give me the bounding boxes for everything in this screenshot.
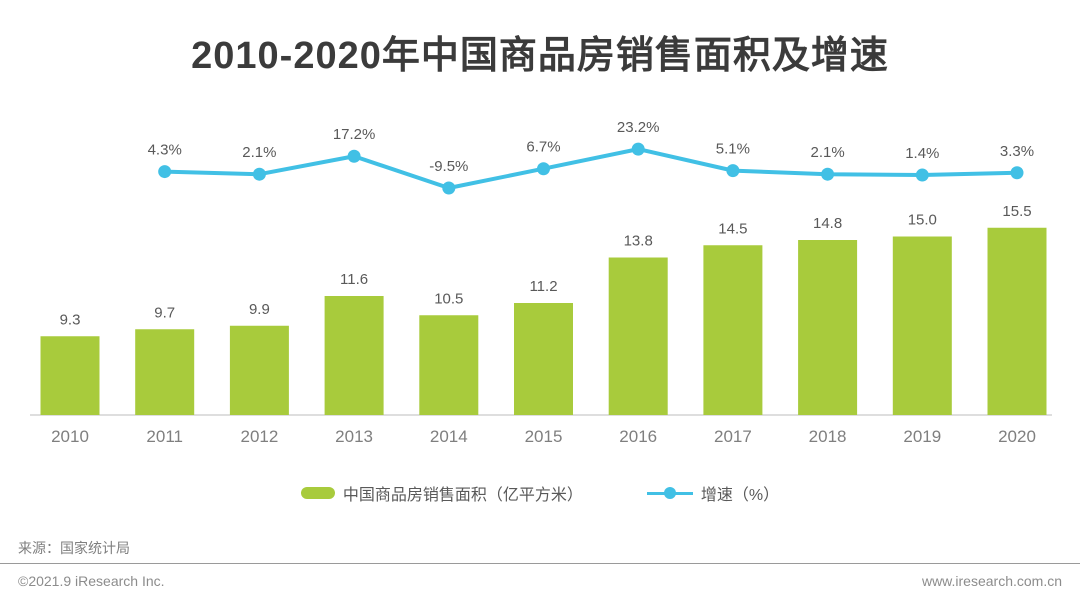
chart-legend: 中国商品房销售面积（亿平方米） 增速（%） [0, 478, 1080, 508]
bar-value-label-2016: 13.8 [624, 233, 653, 250]
x-axis-label-2010: 2010 [51, 427, 89, 446]
bar-value-label-2012: 9.9 [249, 301, 270, 318]
growth-label-2016: 23.2% [617, 119, 660, 136]
bar-2016 [608, 257, 668, 415]
chart-title: 2010-2020年中国商品房销售面积及增速 [191, 35, 889, 77]
bar-2014 [419, 315, 479, 415]
website-link: www.iresearch.com.cn [921, 573, 1062, 589]
bar-value-label-2015: 11.2 [529, 278, 557, 295]
growth-dot-2016 [631, 142, 645, 156]
source-note: 来源：国家统计局 [18, 540, 130, 556]
bar-2020 [987, 227, 1047, 415]
x-axis-label-2013: 2013 [335, 427, 373, 446]
x-axis-label-2017: 2017 [714, 427, 752, 446]
growth-label-2017: 5.1% [716, 141, 750, 158]
growth-label-2013: 17.2% [333, 126, 376, 143]
legend-line-label: 增速（%） [700, 487, 780, 504]
growth-dot-2013 [347, 149, 361, 163]
bar-2011 [135, 329, 195, 415]
bar-value-label-2017: 14.5 [718, 220, 747, 237]
x-axis-label-2014: 2014 [430, 427, 468, 446]
growth-label-2019: 1.4% [905, 145, 939, 162]
growth-dot-2019 [915, 168, 929, 182]
chart-canvas: 9.3 2010 9.7 2011 9.9 2012 11.6 2013 10.5 2014 11.… [30, 119, 1052, 446]
bar-2017 [703, 245, 763, 415]
bar-series-swatch-icon [300, 487, 335, 499]
growth-dot-2017 [726, 164, 740, 178]
growth-label-2020: 3.3% [1000, 143, 1034, 160]
growth-label-2012: 2.1% [242, 144, 276, 161]
line-series-swatch-icon [646, 487, 693, 499]
growth-label-2015: 6.7% [526, 139, 560, 156]
growth-label-2011: 4.3% [148, 142, 182, 159]
bar-value-label-2019: 15.0 [908, 212, 937, 229]
growth-dot-2014 [442, 181, 456, 195]
x-axis-label-2011: 2011 [146, 427, 183, 446]
bar-value-label-2014: 10.5 [434, 290, 463, 307]
x-axis-label-2012: 2012 [240, 427, 278, 446]
legend-bar-label: 中国商品房销售面积（亿平方米） [342, 487, 583, 504]
legend-item-sales-area: 中国商品房销售面积（亿平方米） [300, 481, 583, 505]
bar-2013 [324, 296, 384, 415]
copyright-text: ©2021.9 iResearch Inc. [18, 573, 165, 589]
growth-dot-2018 [821, 167, 835, 181]
bar-value-label-2013: 11.6 [340, 271, 368, 288]
x-axis-label-2019: 2019 [903, 427, 941, 446]
footer-divider [0, 563, 1080, 564]
bar-2018 [798, 240, 858, 415]
bar-value-label-2010: 9.3 [60, 311, 81, 328]
growth-label-2018: 2.1% [810, 144, 844, 161]
legend-item-growth: 增速（%） [646, 481, 780, 505]
growth-dot-2011 [158, 165, 172, 179]
bar-value-label-2018: 14.8 [813, 215, 842, 232]
bar-2015 [514, 303, 573, 415]
growth-dot-2020 [1010, 166, 1024, 180]
x-axis-label-2015: 2015 [525, 427, 563, 446]
x-axis-label-2018: 2018 [809, 427, 847, 446]
growth-dot-2012 [252, 167, 266, 181]
x-axis-label-2016: 2016 [619, 427, 657, 446]
growth-dot-2015 [537, 162, 550, 176]
bar-2010 [40, 336, 100, 415]
bar-2019 [892, 236, 952, 415]
bar-2012 [229, 325, 289, 415]
growth-label-2014: -9.5% [429, 158, 468, 175]
bar-value-label-2011: 9.7 [154, 304, 175, 321]
bar-value-label-2020: 15.5 [1002, 203, 1031, 220]
x-axis-label-2020: 2020 [998, 427, 1036, 446]
growth-line [164, 147, 1018, 191]
